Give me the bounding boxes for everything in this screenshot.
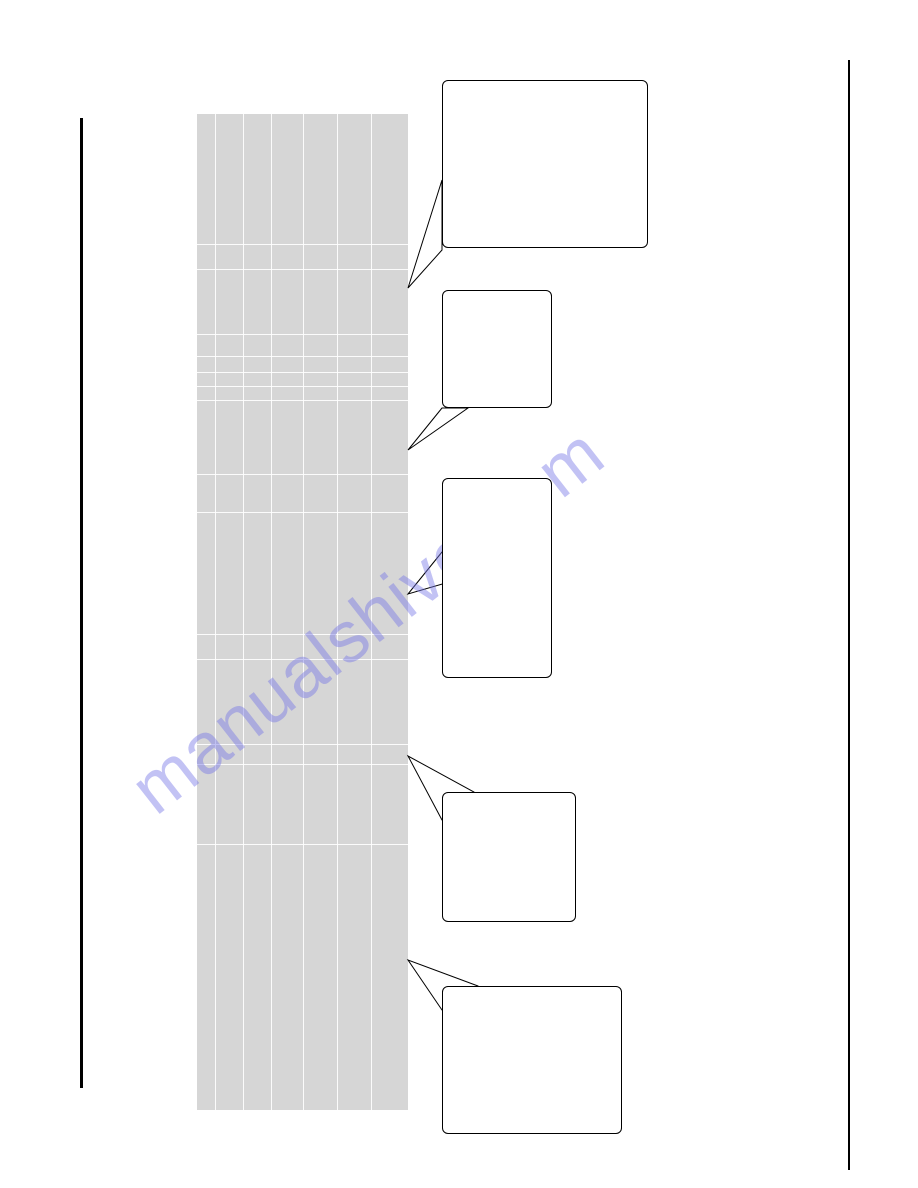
callout-c1 xyxy=(442,80,648,248)
callout-c3 xyxy=(442,478,552,678)
page: manualshive.com xyxy=(0,0,918,1188)
frame-left-line xyxy=(80,118,83,1088)
callout-c4 xyxy=(442,792,576,922)
callout-c2 xyxy=(442,290,552,408)
callout-c5 xyxy=(442,986,622,1134)
connector-c1 xyxy=(408,180,442,288)
frame-right-line xyxy=(848,60,850,1170)
connector-c2 xyxy=(408,408,468,450)
